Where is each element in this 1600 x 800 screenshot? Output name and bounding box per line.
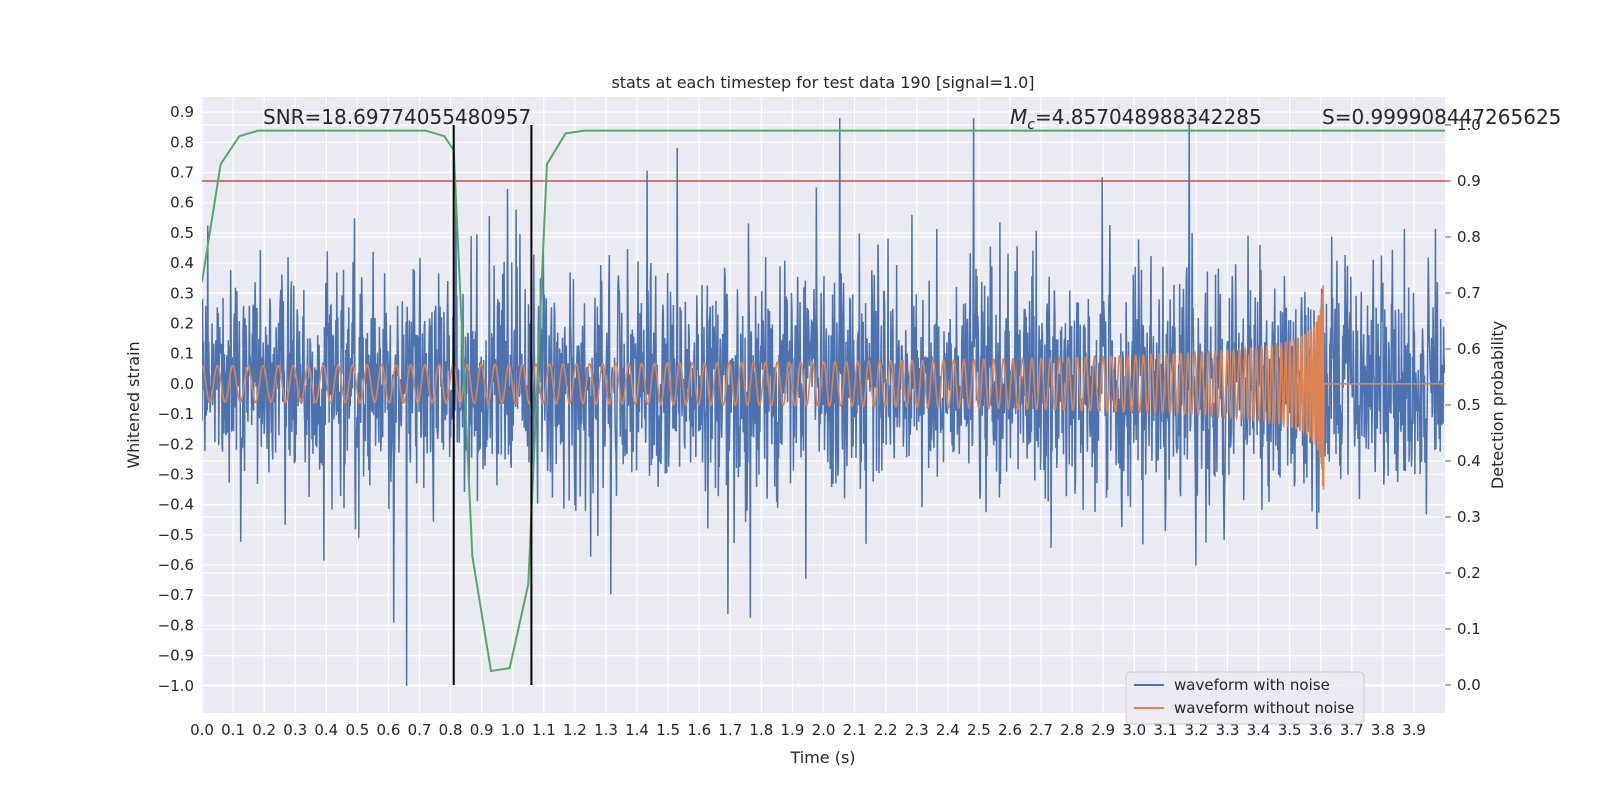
x-tick-label: 1.7 bbox=[718, 721, 742, 739]
x-tick-label: 0.2 bbox=[252, 721, 276, 739]
y-tick-label: 0.9 bbox=[170, 103, 194, 121]
x-tick-label: 0.0 bbox=[190, 721, 214, 739]
y-axis-label: Whitened strain bbox=[124, 341, 143, 468]
chirp-mass-annotation: Mc=4.857048988342285 bbox=[1010, 105, 1262, 133]
chirp-mass-symbol: M bbox=[1010, 105, 1027, 129]
chirp-mass-value: =4.857048988342285 bbox=[1035, 105, 1262, 129]
x-tick-label: 1.5 bbox=[656, 721, 680, 739]
y-tick-label: −0.4 bbox=[158, 496, 194, 514]
y-tick-label: 0.0 bbox=[170, 375, 194, 393]
y-right-axis-label: Detection probability bbox=[1488, 321, 1507, 489]
y-tick-label: −0.9 bbox=[158, 647, 194, 665]
x-tick-label: 2.1 bbox=[843, 721, 867, 739]
x-tick-label: 3.0 bbox=[1122, 721, 1146, 739]
y-right-tick-label: 0.8 bbox=[1457, 228, 1481, 246]
x-tick-label: 3.2 bbox=[1184, 721, 1208, 739]
y-right-tick-label: 0.9 bbox=[1457, 172, 1481, 190]
legend-box bbox=[1125, 671, 1365, 725]
y-tick-label: 0.4 bbox=[170, 254, 194, 272]
legend-entry-noise: waveform with noise bbox=[1174, 676, 1330, 694]
series-detection-probability bbox=[202, 129, 1445, 673]
y-tick-label: −0.6 bbox=[158, 556, 194, 574]
y-tick-label: −0.8 bbox=[158, 616, 194, 634]
x-tick-label: 1.9 bbox=[780, 721, 804, 739]
series-waveform-with-noise bbox=[202, 118, 1445, 686]
snr-annotation: SNR=18.69774055480957 bbox=[263, 105, 531, 129]
y-right-tick-label: 0.7 bbox=[1457, 284, 1481, 302]
x-tick-label: 0.3 bbox=[283, 721, 307, 739]
x-tick-label: 2.4 bbox=[936, 721, 960, 739]
y-tick-label: 0.2 bbox=[170, 314, 194, 332]
series-waveform-without-noise bbox=[202, 285, 1445, 490]
chart-title: stats at each timestep for test data 190… bbox=[611, 73, 1034, 92]
x-tick-label: 3.7 bbox=[1340, 721, 1364, 739]
x-tick-label: 3.9 bbox=[1402, 721, 1426, 739]
y-tick-label: −0.5 bbox=[158, 526, 194, 544]
x-axis-label: Time (s) bbox=[789, 748, 855, 767]
y-right-tick-label: 0.2 bbox=[1457, 564, 1481, 582]
x-tick-label: 3.4 bbox=[1247, 721, 1271, 739]
x-tick-label: 2.6 bbox=[998, 721, 1022, 739]
y-tick-label: −0.2 bbox=[158, 435, 194, 453]
noisy-waveform-line bbox=[202, 118, 1445, 686]
y-right-tick-label: 0.5 bbox=[1457, 396, 1481, 414]
y-tick-label: −0.3 bbox=[158, 465, 194, 483]
x-tick-label: 0.8 bbox=[439, 721, 463, 739]
x-tick-label: 2.0 bbox=[812, 721, 836, 739]
x-tick-label: 0.9 bbox=[470, 721, 494, 739]
x-tick-label: 3.3 bbox=[1216, 721, 1240, 739]
x-tick-label: 0.7 bbox=[408, 721, 432, 739]
y-tick-label: −0.7 bbox=[158, 586, 194, 604]
x-tick-label: 3.5 bbox=[1278, 721, 1302, 739]
x-tick-label: 2.5 bbox=[967, 721, 991, 739]
x-tick-label: 2.2 bbox=[874, 721, 898, 739]
x-tick-label: 3.6 bbox=[1309, 721, 1333, 739]
x-tick-label: 2.9 bbox=[1091, 721, 1115, 739]
y-right-tick-label: 0.6 bbox=[1457, 340, 1481, 358]
x-axis-ticks: 0.0 0.1 0.2 0.3 0.4 0.5 0.6 0.7 0.8 0.9 1.0 1.1 1.2 1… bbox=[190, 721, 1426, 739]
y-axis-ticks: 0.9 0.8 0.7 0.6 0.5 0.4 0.3 0.2 0.1 0.0 −0.1 −0.2 −0… bbox=[158, 103, 194, 695]
y-tick-label: 0.8 bbox=[170, 133, 194, 151]
x-tick-label: 1.8 bbox=[749, 721, 773, 739]
y-right-axis-ticks: 1.0 0.9 0.8 0.7 0.6 0.5 0.4 0.3 0.2 0.1 0.0 bbox=[1445, 116, 1481, 694]
y-right-tick-label: 0.3 bbox=[1457, 508, 1481, 526]
legend-entry-clean: waveform without noise bbox=[1174, 699, 1354, 717]
y-tick-label: −1.0 bbox=[158, 677, 194, 695]
x-tick-label: 3.8 bbox=[1371, 721, 1395, 739]
x-tick-label: 0.4 bbox=[314, 721, 338, 739]
detection-probability-line bbox=[202, 129, 1445, 673]
y-tick-label: −0.1 bbox=[158, 405, 194, 423]
x-tick-label: 2.7 bbox=[1029, 721, 1053, 739]
x-tick-label: 1.6 bbox=[687, 721, 711, 739]
x-tick-label: 2.3 bbox=[905, 721, 929, 739]
y-right-tick-label: 0.0 bbox=[1457, 676, 1481, 694]
y-tick-label: 0.7 bbox=[170, 163, 194, 181]
x-tick-label: 1.3 bbox=[594, 721, 618, 739]
x-tick-label: 0.5 bbox=[345, 721, 369, 739]
y-tick-label: 0.5 bbox=[170, 224, 194, 242]
x-tick-label: 1.0 bbox=[501, 721, 525, 739]
x-tick-label: 1.2 bbox=[563, 721, 587, 739]
s-annotation: S=0.999908447265625 bbox=[1322, 105, 1561, 129]
x-tick-label: 3.1 bbox=[1153, 721, 1177, 739]
x-tick-label: 0.1 bbox=[221, 721, 245, 739]
x-tick-label: 1.1 bbox=[532, 721, 556, 739]
legend: waveform with noise waveform without noi… bbox=[1125, 671, 1365, 725]
clean-waveform-line bbox=[202, 285, 1445, 490]
y-tick-label: 0.6 bbox=[170, 194, 194, 212]
y-tick-label: 0.3 bbox=[170, 284, 194, 302]
x-tick-label: 1.4 bbox=[625, 721, 649, 739]
chirp-mass-subscript: c bbox=[1027, 117, 1035, 133]
x-tick-label: 2.8 bbox=[1060, 721, 1084, 739]
x-tick-label: 0.6 bbox=[377, 721, 401, 739]
y-tick-label: 0.1 bbox=[170, 345, 194, 363]
y-right-tick-label: 0.4 bbox=[1457, 452, 1481, 470]
y-right-tick-label: 1.0 bbox=[1457, 116, 1481, 134]
vertical-markers bbox=[452, 125, 533, 685]
y-right-tick-label: 0.1 bbox=[1457, 620, 1481, 638]
